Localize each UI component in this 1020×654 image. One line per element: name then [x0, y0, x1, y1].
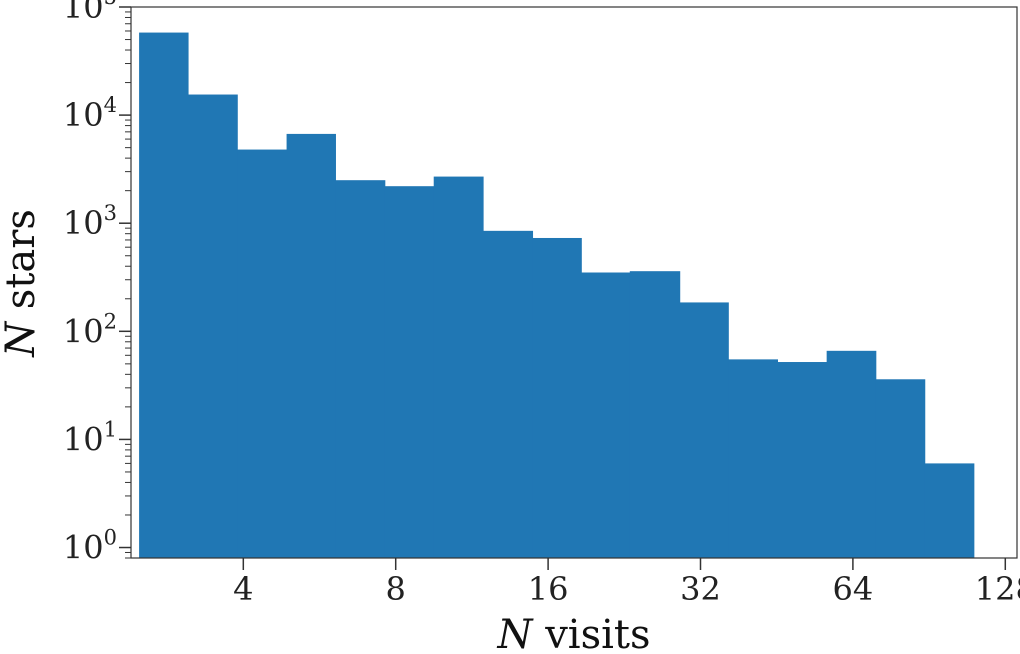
- x-tick-label-4: 64: [833, 570, 874, 608]
- histogram-bar-11: [679, 302, 729, 558]
- histogram-bar-9: [581, 272, 631, 558]
- y-axis-label: N stars: [0, 209, 44, 358]
- x-tick-label-3: 32: [680, 570, 721, 608]
- y-tick-label-1: 101: [63, 417, 117, 458]
- histogram-bar-8: [532, 237, 582, 559]
- y-tick-label-3: 103: [63, 201, 117, 242]
- x-axis-label-text: visits: [532, 612, 650, 654]
- x-tick-label-1: 8: [386, 570, 406, 608]
- x-tick-label-5: 128: [975, 570, 1020, 608]
- histogram-bar-10: [629, 271, 681, 558]
- histogram-bar-1: [187, 94, 238, 558]
- histogram-bar-5: [384, 186, 435, 558]
- x-axis-ticks: 4 8 16 32 64 128: [233, 558, 1020, 608]
- y-tick-label-0: 100: [63, 526, 117, 567]
- x-axis-label-variable: N: [496, 612, 534, 654]
- x-axis-label: N visits: [496, 612, 650, 654]
- histogram-bar-15: [875, 379, 926, 558]
- histogram-bar-16: [924, 463, 975, 558]
- y-tick-label-2: 102: [63, 309, 117, 350]
- histogram-bar-7: [483, 230, 534, 558]
- y-tick-label-4: 104: [63, 93, 117, 134]
- histogram-bar-14: [826, 350, 877, 558]
- x-tick-label-2: 16: [528, 570, 569, 608]
- histogram-bar-3: [286, 133, 336, 558]
- histogram-bar-4: [335, 180, 386, 558]
- histogram-bars: [139, 32, 975, 559]
- plot-frame: [130, 6, 1018, 559]
- histogram-bar-13: [777, 362, 828, 558]
- histogram-bar-2: [237, 149, 288, 558]
- x-tick-label-0: 4: [233, 570, 253, 608]
- histogram-bar-12: [728, 359, 778, 558]
- y-axis-ticks: 100 101 102 103 104 105: [63, 0, 131, 567]
- y-axis-label-text: stars: [0, 209, 44, 322]
- histogram-bar-0: [139, 32, 189, 558]
- y-axis-label-variable: N: [0, 320, 44, 358]
- histogram-bar-6: [433, 176, 484, 558]
- y-tick-label-5: 105: [63, 0, 117, 26]
